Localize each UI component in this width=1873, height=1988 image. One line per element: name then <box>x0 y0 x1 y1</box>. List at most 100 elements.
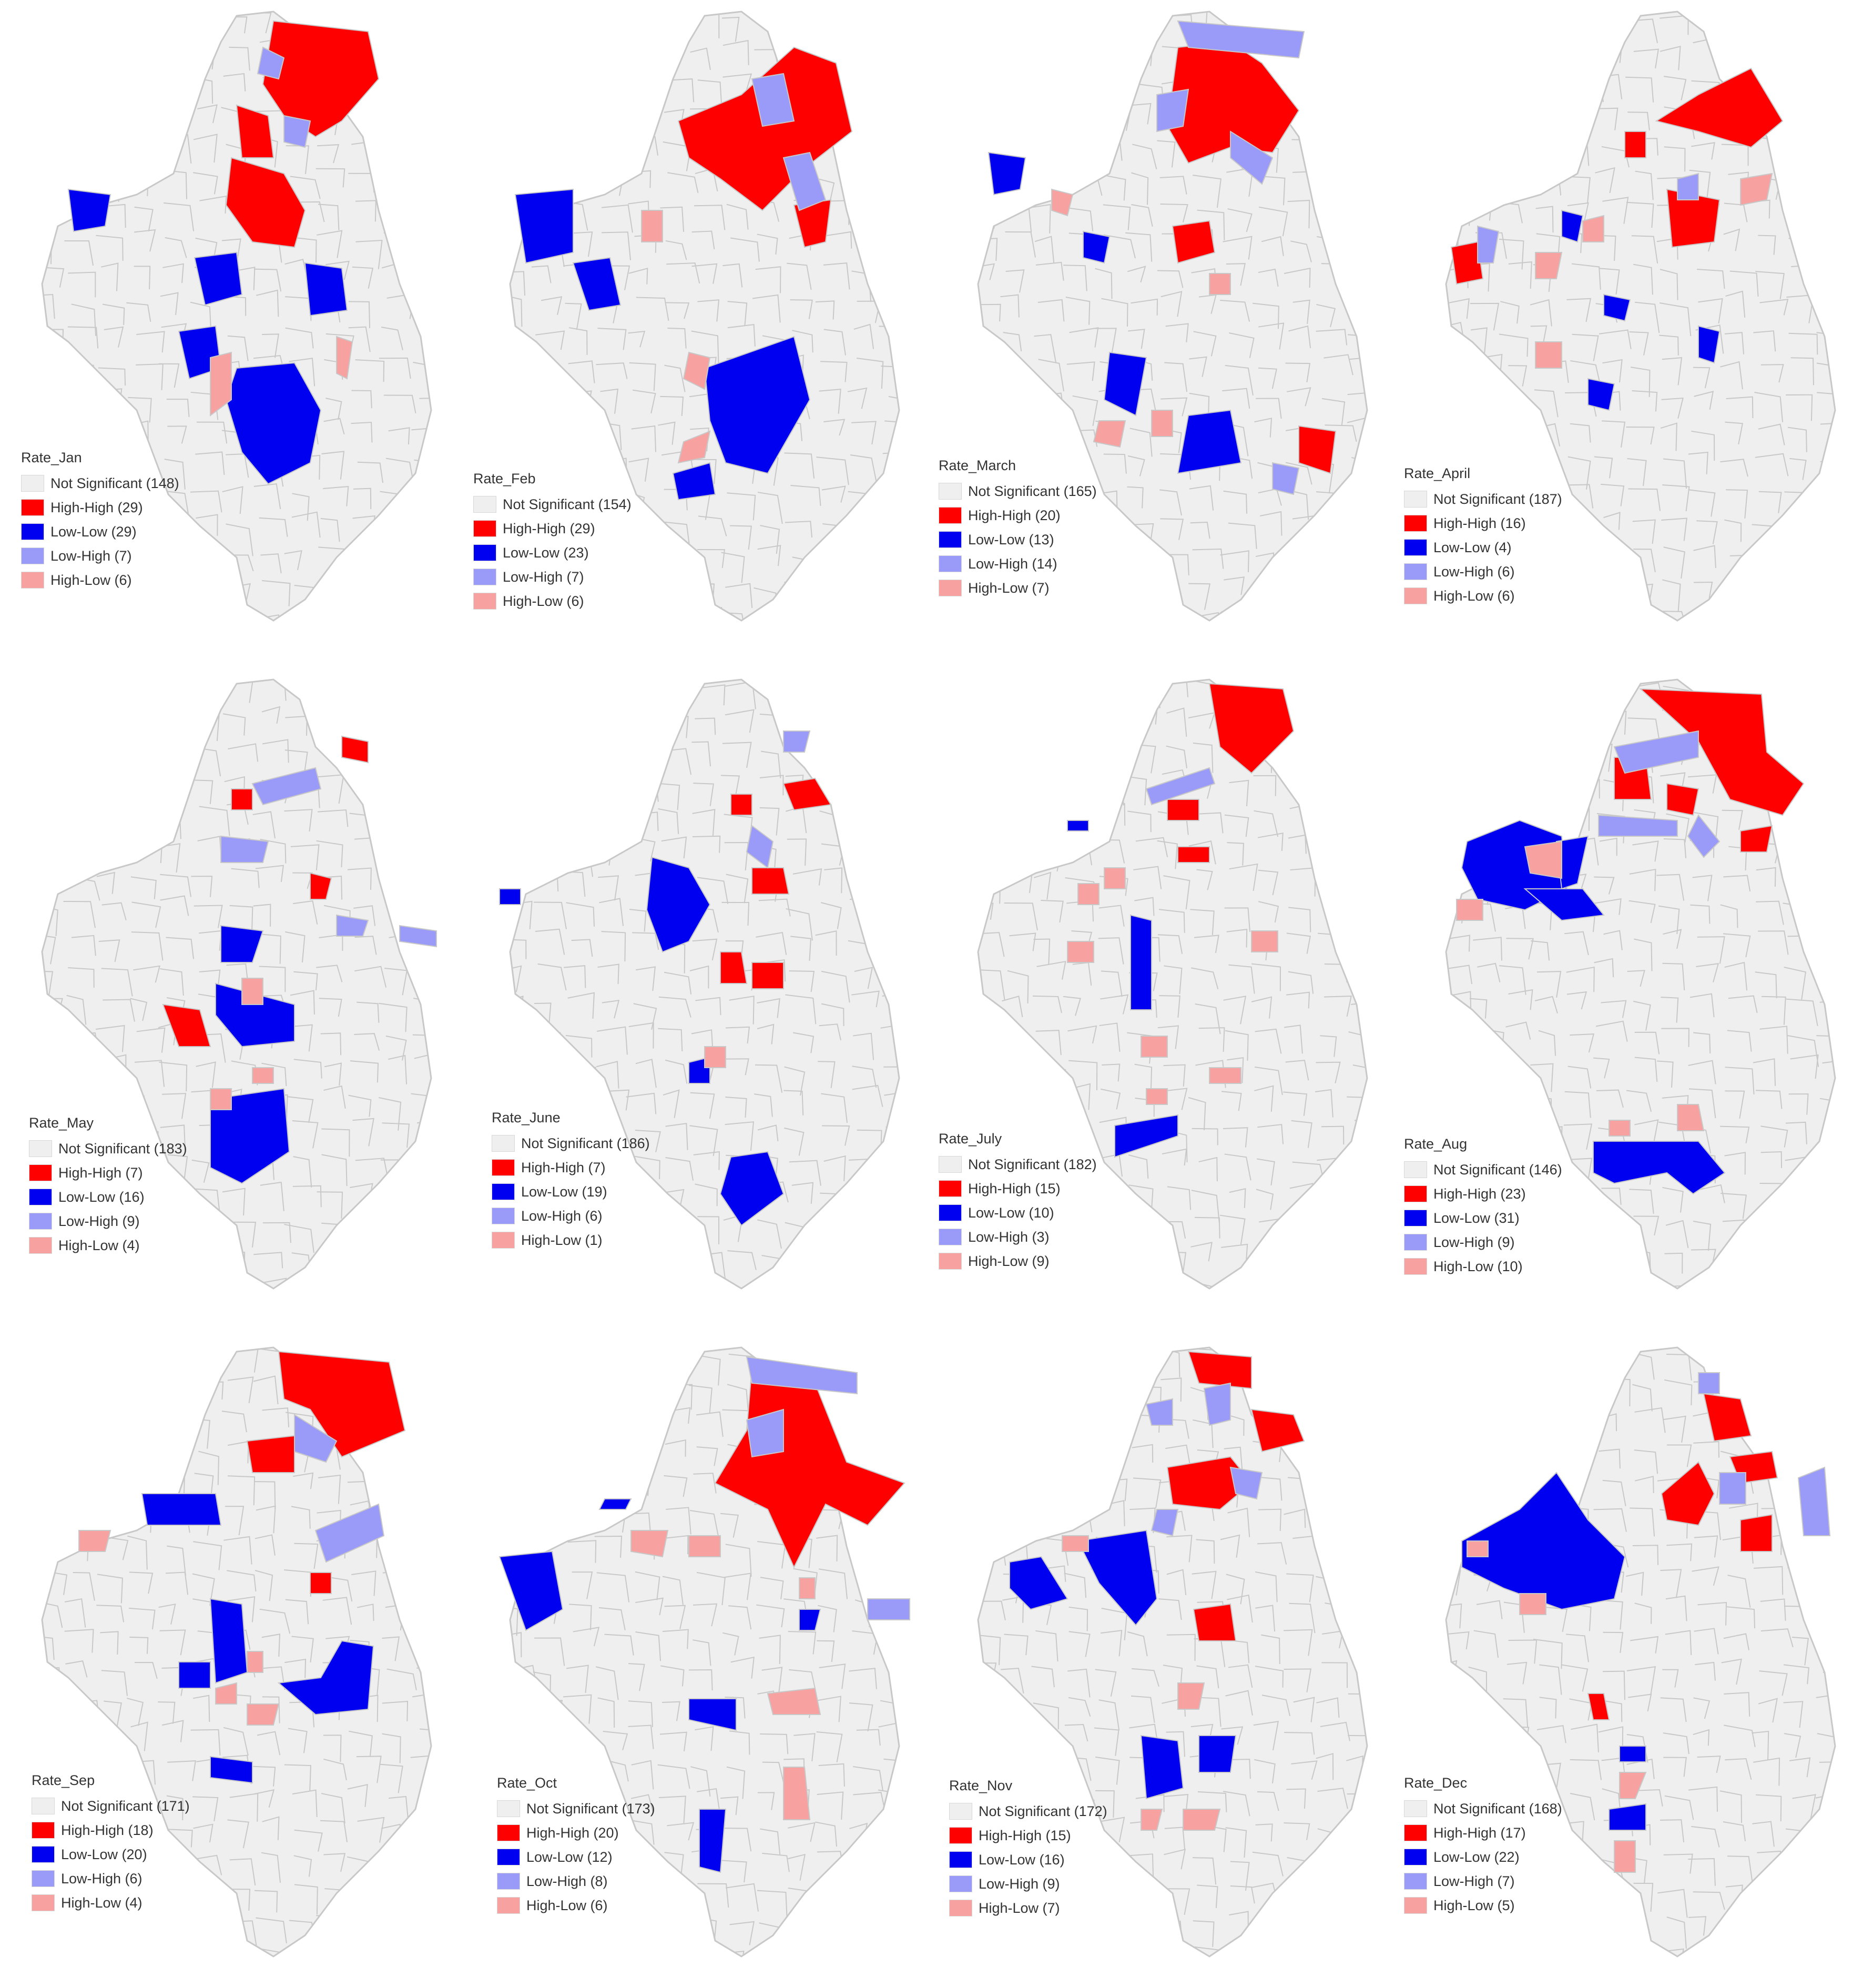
district-line <box>191 1883 214 1908</box>
district-line <box>1067 777 1095 802</box>
district-line <box>1723 933 1751 958</box>
district-line <box>533 687 561 707</box>
district-line <box>160 1376 186 1397</box>
district-line <box>569 746 602 770</box>
district-line <box>1849 1127 1873 1154</box>
district-line <box>790 936 812 961</box>
district-line <box>884 776 899 804</box>
district-line <box>1594 958 1614 978</box>
district-line <box>1100 994 1129 1015</box>
district-line <box>1572 748 1593 770</box>
district-line <box>1385 1001 1407 1029</box>
district-line <box>1752 575 1772 604</box>
district-line <box>355 1158 388 1175</box>
district-line <box>1507 13 1538 35</box>
district-line <box>1098 905 1125 927</box>
district-line <box>1101 581 1119 599</box>
cluster-high-high <box>1666 783 1699 816</box>
district-line <box>666 302 690 319</box>
district-line <box>730 237 760 262</box>
district-line <box>1004 1477 1027 1497</box>
district-line <box>253 483 281 510</box>
district-line <box>319 588 341 611</box>
district-line <box>915 1412 935 1439</box>
district-line <box>1533 1440 1553 1468</box>
district-line <box>1325 424 1357 442</box>
district-line <box>1761 996 1786 1025</box>
district-line <box>566 775 596 803</box>
district-line <box>510 12 525 31</box>
district-line <box>1317 1886 1347 1908</box>
district-line <box>1006 48 1023 80</box>
district-line <box>910 455 937 475</box>
district-line <box>667 15 685 47</box>
district-line <box>42 13 55 36</box>
legend-item: High-Low (6) <box>473 589 632 613</box>
district-line <box>97 1914 117 1942</box>
district-line <box>1853 1950 1873 1973</box>
cluster-low-low <box>1083 230 1111 264</box>
district-line <box>1006 360 1028 388</box>
cluster-high-low <box>210 351 232 417</box>
district-line <box>415 743 431 765</box>
district-line <box>1823 548 1835 578</box>
district-line <box>1570 1759 1602 1780</box>
district-line <box>1694 1535 1718 1558</box>
district-line <box>1225 364 1254 396</box>
district-line <box>820 610 844 621</box>
legend-swatch <box>1404 1800 1427 1817</box>
district-line <box>1533 1638 1563 1669</box>
district-line <box>1600 1254 1623 1272</box>
district-line <box>1631 1285 1654 1289</box>
district-line <box>317 1191 343 1219</box>
district-line <box>1446 1347 1468 1376</box>
district-line <box>1289 1602 1316 1634</box>
district-line <box>1135 1794 1165 1812</box>
district-line <box>1752 1284 1774 1289</box>
district-line <box>66 995 87 1025</box>
district-line <box>1229 332 1255 358</box>
district-line <box>1223 1127 1248 1148</box>
map-panel-nov: Rate_Nov Not Significant (172) High-High (… <box>936 1336 1404 1988</box>
district-line <box>1157 1025 1179 1049</box>
cluster-low-low <box>1609 1803 1646 1831</box>
district-line <box>1724 579 1758 603</box>
district-line <box>1688 1916 1707 1936</box>
district-line <box>881 1151 899 1180</box>
district-line <box>419 1915 431 1938</box>
district-line <box>541 1280 562 1289</box>
district-line <box>415 74 431 106</box>
district-line <box>1506 1661 1528 1685</box>
district-line <box>225 1506 245 1536</box>
legend-item: Low-High (7) <box>21 544 179 568</box>
district-line <box>351 421 373 443</box>
legend-label: Low-High (9) <box>1433 1234 1515 1250</box>
cluster-low-low <box>1077 1529 1158 1626</box>
district-line <box>131 110 159 138</box>
district-line <box>1626 201 1654 228</box>
district-line <box>1786 742 1804 763</box>
district-line <box>1229 1188 1246 1208</box>
district-line <box>1191 1190 1220 1224</box>
legend-swatch <box>949 1875 972 1892</box>
district-line <box>322 1597 352 1625</box>
district-line <box>68 271 96 298</box>
district-line <box>1104 750 1134 770</box>
district-line <box>105 204 126 228</box>
legend-swatch <box>939 531 962 548</box>
cluster-high-high <box>278 1351 406 1458</box>
legend: Rate_Feb Not Significant (154) High-High (… <box>473 471 632 613</box>
district-line <box>1855 967 1872 984</box>
district-line <box>1563 610 1592 621</box>
district-line <box>1322 1537 1352 1566</box>
district-line <box>1759 299 1789 316</box>
district-line <box>1785 108 1811 128</box>
cluster-high-low <box>630 1530 669 1558</box>
district-line <box>818 1696 841 1722</box>
district-line <box>1446 423 1462 448</box>
district-line <box>100 1406 126 1432</box>
district-line <box>1531 940 1550 961</box>
district-line <box>1005 231 1036 258</box>
district-line <box>1351 1375 1367 1393</box>
district-line <box>1005 1380 1037 1402</box>
